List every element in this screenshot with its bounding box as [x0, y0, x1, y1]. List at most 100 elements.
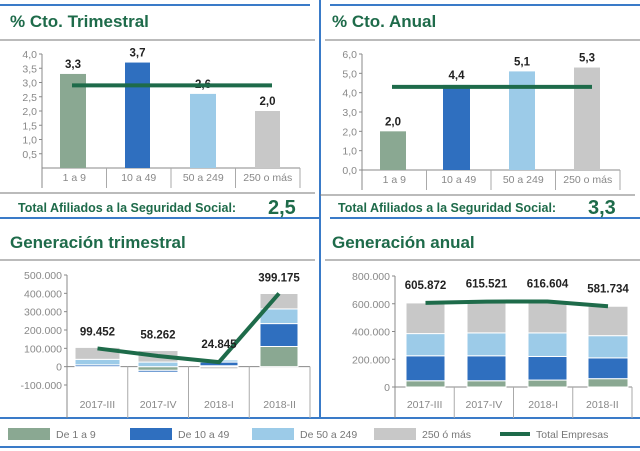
total-line — [425, 299, 609, 309]
x-tick-label: 2018-II — [263, 399, 296, 411]
y-tick-label: 3,0 — [22, 78, 37, 90]
y-tick-label: 2,5 — [22, 92, 37, 104]
total-label: Total Afiliados a la Seguridad Social: — [18, 201, 236, 215]
total-value-label: 24.845 — [201, 339, 237, 351]
x-tick-label: 250 o más — [563, 174, 612, 186]
y-tick-label: 0 — [384, 382, 390, 394]
y-tick-label: 100.000 — [24, 343, 62, 355]
legend-label: Total Empresas — [536, 429, 608, 441]
y-tick-label: 6,0 — [342, 49, 357, 61]
chart-title: % Cto. Anual — [332, 12, 436, 31]
stacked-bar-segment — [137, 366, 179, 371]
x-tick-label: 50 a 249 — [503, 174, 544, 186]
stacked-bar-segment — [259, 346, 299, 368]
x-tick-label: 2018-I — [528, 399, 558, 411]
stacked-bar-segment — [405, 380, 446, 388]
legend-label: 250 ó más — [422, 429, 471, 441]
total-value-label: 399.175 — [258, 272, 300, 284]
stacked-bar-segment — [587, 357, 629, 380]
legend-label: De 10 a 49 — [178, 429, 230, 441]
y-tick-label: 500.000 — [24, 270, 62, 282]
y-tick-label: 3,0 — [342, 107, 357, 119]
bar — [380, 131, 406, 170]
bar-value-label: 3,3 — [65, 59, 81, 71]
total-value-label: 58.262 — [140, 330, 175, 342]
y-tick-label: 3,5 — [22, 63, 37, 75]
stacked-bar-segment — [527, 379, 568, 388]
legend-label: De 50 a 249 — [300, 429, 357, 441]
total-value-label: 616.604 — [527, 278, 569, 290]
y-tick-label: 200.000 — [352, 354, 390, 366]
y-tick-label: 300.000 — [24, 307, 62, 319]
total-value-label: 581.734 — [587, 283, 629, 295]
stacked-bar-segment — [466, 301, 507, 334]
stacked-bar-segment — [405, 302, 446, 335]
stacked-bar-segment — [527, 300, 568, 334]
stacked-bar-segment — [259, 323, 299, 348]
bar-value-label: 2,0 — [385, 116, 401, 128]
y-tick-label: 4,0 — [22, 49, 37, 61]
bar — [125, 62, 150, 168]
x-tick-label: 250 o más — [243, 172, 292, 184]
bar — [574, 67, 600, 170]
stacked-bar-segment — [137, 361, 179, 368]
bar — [255, 111, 280, 168]
stacked-bar-segment — [199, 366, 239, 370]
stacked-bar-segment — [527, 355, 568, 381]
y-tick-label: 0,5 — [22, 149, 37, 161]
total-label: Total Afiliados a la Seguridad Social: — [338, 201, 556, 215]
chart-title: Generación trimestral — [10, 233, 186, 252]
y-tick-label: 1,0 — [342, 146, 357, 158]
stacked-bar-segment — [587, 305, 629, 337]
x-tick-label: 2018-I — [204, 399, 234, 411]
bar — [190, 93, 216, 168]
y-tick-label: 400.000 — [24, 288, 62, 300]
y-tick-label: 2,0 — [342, 126, 357, 138]
x-tick-label: 2018-II — [586, 399, 619, 411]
total-value-label: 99.452 — [80, 326, 115, 338]
bar-value-label: 2,0 — [260, 96, 276, 108]
stacked-bar-segment — [587, 378, 629, 388]
stacked-bar-segment — [466, 380, 507, 388]
y-tick-label: 600.000 — [352, 299, 390, 311]
x-tick-label: 2017-IV — [140, 399, 177, 411]
y-tick-label: 1,5 — [22, 120, 37, 132]
stacked-bar-segment — [527, 332, 568, 357]
legend-swatch — [374, 428, 416, 440]
y-tick-label: 0 — [56, 362, 62, 374]
y-tick-label: 0,0 — [342, 165, 357, 177]
stacked-bar-segment — [466, 332, 507, 357]
stacked-bar-segment — [405, 355, 446, 382]
y-tick-label: 800.000 — [352, 271, 390, 283]
y-tick-label: 5,0 — [342, 68, 357, 80]
bar-value-label: 5,3 — [579, 53, 595, 65]
stacked-bar-segment — [74, 358, 121, 366]
x-tick-label: 1 a 9 — [63, 172, 87, 184]
stacked-bar-segment — [74, 346, 121, 360]
x-tick-label: 10 a 49 — [441, 174, 476, 186]
x-tick-label: 50 a 249 — [183, 172, 224, 184]
legend-swatch — [252, 428, 294, 440]
total-value-label: 605.872 — [405, 280, 447, 292]
bar-value-label: 3,7 — [130, 48, 146, 60]
y-tick-label: 400.000 — [352, 327, 390, 339]
x-tick-label: 2017-III — [407, 399, 443, 411]
total-value: 2,5 — [268, 197, 296, 219]
x-tick-label: 10 a 49 — [121, 172, 156, 184]
y-tick-label: -100.000 — [21, 380, 63, 392]
legend-swatch — [8, 428, 50, 440]
y-tick-label: 2,0 — [22, 106, 37, 118]
x-tick-label: 1 a 9 — [383, 174, 407, 186]
stacked-bar-segment — [405, 333, 446, 357]
total-line — [97, 292, 281, 365]
stacked-bar-segment — [587, 335, 629, 359]
stacked-bar-segment — [137, 369, 179, 373]
chart-title: % Cto. Trimestral — [10, 12, 149, 31]
stacked-bar-segment — [466, 355, 507, 382]
legend-swatch — [130, 428, 172, 440]
x-tick-label: 2017-IV — [465, 399, 502, 411]
x-tick-label: 2017-III — [80, 399, 116, 411]
bar — [443, 84, 470, 170]
